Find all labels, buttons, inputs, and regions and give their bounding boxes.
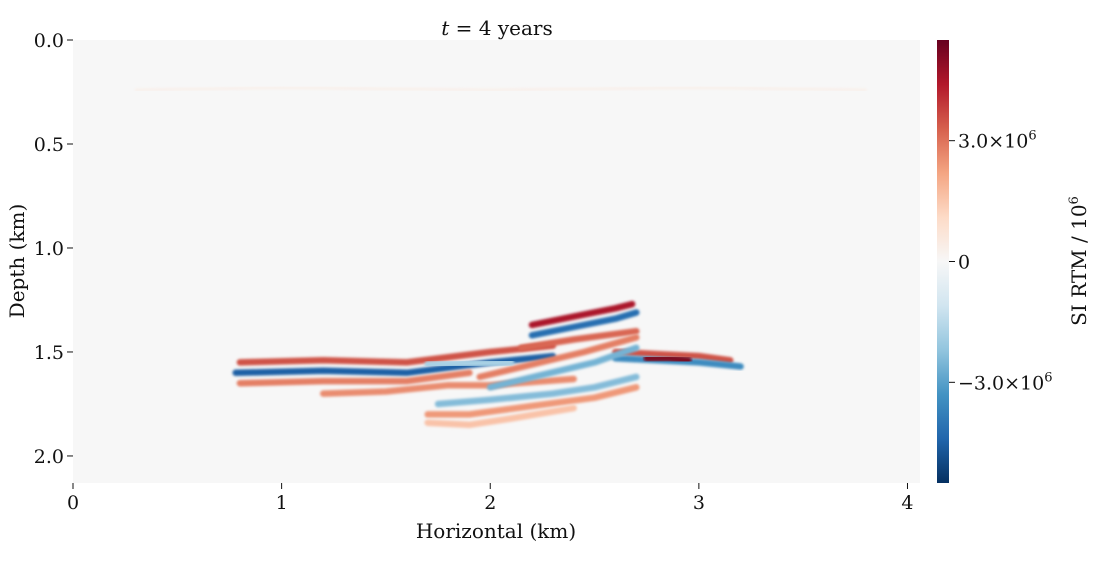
- x-tick-label: 1: [276, 492, 288, 514]
- reflector-7: [612, 348, 734, 364]
- reflector-5: [528, 309, 640, 339]
- colorbar-ticks: 3.0×106 0 −3.0×106: [949, 129, 1053, 394]
- reflector-9: [643, 354, 692, 364]
- x-axis-label: Horizontal (km): [416, 519, 576, 543]
- colorbar-tick-label: −3.0×106: [958, 370, 1053, 394]
- y-tick-label: 1.5: [34, 342, 64, 364]
- reflector-14: [476, 334, 640, 381]
- x-tick-label: 0: [67, 492, 79, 514]
- y-tick-label: 0.0: [34, 30, 64, 52]
- reflector-13: [424, 404, 577, 429]
- y-tick-label: 1.0: [34, 238, 64, 260]
- colorbar-label: SI RTM / 106: [1067, 196, 1091, 326]
- colorbar-tick-label: 0: [958, 252, 970, 274]
- chart-title: t = 4 years: [441, 16, 552, 40]
- x-axis: 0 1 2 3 4: [67, 483, 914, 514]
- reflector-15: [486, 344, 640, 391]
- y-tick-label: 2.0: [34, 446, 64, 468]
- y-tick-label: 0.5: [34, 134, 64, 156]
- y-axis: 0.0 0.5 1.0 1.5 2.0: [34, 30, 73, 468]
- x-tick-label: 2: [484, 492, 496, 514]
- plot-area: [73, 40, 920, 483]
- reflector-1: [236, 342, 557, 366]
- reflector-12: [424, 384, 640, 418]
- colorbar-tick-label: 3.0×106: [958, 129, 1037, 153]
- x-tick-label: 4: [901, 492, 913, 514]
- reflector-6: [518, 327, 640, 352]
- reflector-4: [528, 300, 636, 329]
- reflector-19: [424, 359, 515, 368]
- seismic-image: [134, 86, 867, 429]
- reflector-11: [434, 373, 640, 408]
- x-tick-label: 3: [693, 492, 705, 514]
- y-axis-label: Depth (km): [5, 204, 29, 319]
- reflector-20: [134, 86, 867, 91]
- colorbar: [937, 40, 949, 483]
